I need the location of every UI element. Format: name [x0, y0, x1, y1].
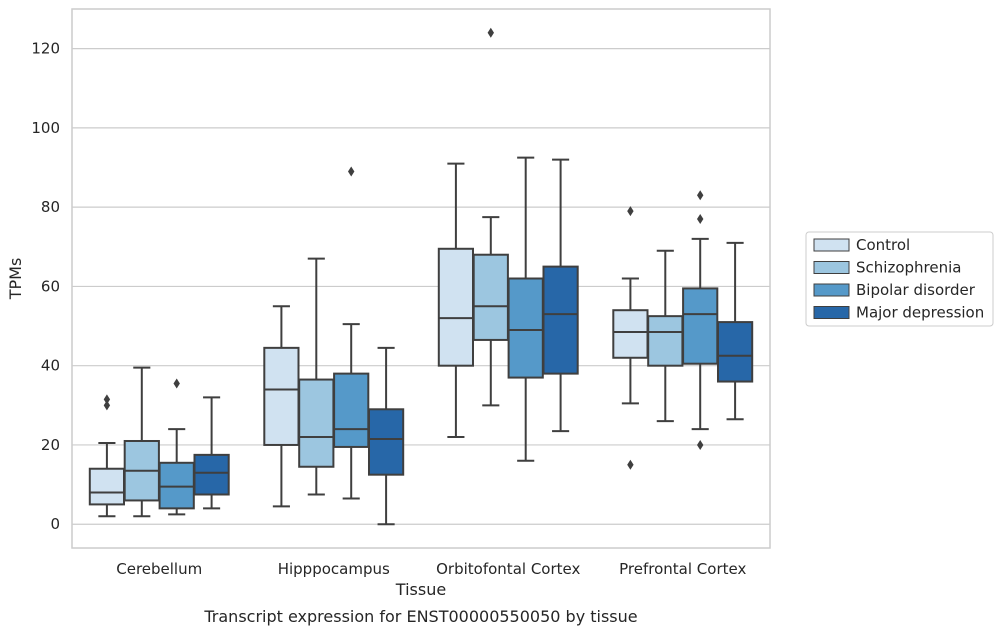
- box-body: [367, 408, 405, 476]
- outlier-point: [627, 459, 634, 470]
- y-tick-label: 0: [50, 515, 60, 533]
- box-0-0: [88, 394, 126, 518]
- legend-label: Major depression: [856, 304, 984, 322]
- legend-label: Bipolar disorder: [856, 281, 976, 299]
- box-1-0: [123, 366, 160, 518]
- box-body: [507, 277, 544, 379]
- plot-area: 0 20 40 60 80 100 120 Cerebellum Hipppocampus Orb…: [31, 8, 771, 578]
- box-body: [263, 346, 300, 446]
- legend-label: Control: [856, 236, 910, 254]
- box-1-1: [298, 257, 335, 496]
- legend-swatch: [813, 306, 850, 319]
- x-tick-label: Orbitofontal Cortex: [436, 560, 580, 578]
- chart-caption: Transcript expression for ENST0000055005…: [203, 607, 637, 626]
- outlier-point: [173, 378, 180, 389]
- box-1-2: [472, 27, 509, 407]
- legend-swatch: [813, 283, 850, 297]
- box-3-0: [193, 396, 230, 510]
- outlier-point: [487, 27, 494, 38]
- legend-label: Schizophrenia: [856, 259, 961, 277]
- outlier-point: [348, 166, 355, 177]
- y-tick-label: 60: [41, 277, 60, 295]
- box-body: [88, 467, 126, 506]
- box-body: [542, 265, 579, 375]
- box-body: [716, 321, 754, 383]
- x-tick-label: Hipppocampus: [278, 560, 390, 578]
- box-body: [682, 287, 719, 365]
- box-3-3: [716, 241, 754, 421]
- y-tick-label: 80: [41, 198, 60, 216]
- box-0-1: [263, 305, 300, 508]
- box-1-3: [647, 249, 684, 423]
- outlier-point: [627, 206, 634, 217]
- y-tick-label: 120: [31, 40, 60, 58]
- x-tick-label: Prefrontal Cortex: [619, 560, 746, 578]
- box-body: [612, 309, 649, 359]
- box-3-1: [367, 346, 405, 526]
- legend-swatch: [813, 238, 850, 252]
- box-body: [647, 315, 684, 367]
- box-body: [333, 372, 370, 448]
- outlier-point: [103, 394, 111, 405]
- x-tick-label: Cerebellum: [116, 560, 202, 578]
- plot-frame: [71, 8, 771, 549]
- outlier-point: [697, 214, 704, 225]
- y-tick-label: 40: [41, 357, 60, 375]
- box-3-2: [542, 158, 579, 433]
- box-2-3: [682, 190, 719, 450]
- box-2-0: [158, 378, 195, 516]
- box-2-2: [507, 156, 544, 462]
- box-0-2: [437, 162, 475, 439]
- box-2-1: [333, 166, 370, 500]
- box-body: [472, 253, 509, 341]
- box-body: [298, 378, 335, 468]
- outlier-point: [697, 190, 704, 201]
- outlier-point: [103, 400, 111, 411]
- y-tick-label: 20: [41, 436, 60, 454]
- y-axis-label: TPMs: [6, 258, 25, 301]
- y-tick-label: 100: [31, 119, 60, 137]
- legend-swatch: [813, 261, 850, 274]
- box-0-3: [612, 206, 649, 470]
- legend: Control Schizophrenia Bipolar disorder Majo…: [805, 231, 994, 327]
- box-body: [193, 453, 230, 496]
- outlier-point: [697, 439, 704, 450]
- x-axis-label: Tissue: [395, 580, 446, 599]
- legend-frame: [805, 231, 994, 327]
- box-body: [437, 247, 475, 367]
